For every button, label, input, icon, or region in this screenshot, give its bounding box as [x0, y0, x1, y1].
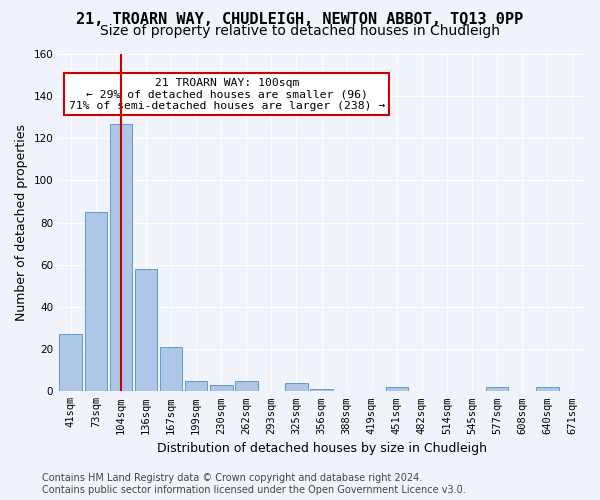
Bar — [235, 381, 257, 392]
Bar — [536, 387, 559, 392]
Bar — [134, 269, 157, 392]
Text: 21 TROARN WAY: 100sqm
← 29% of detached houses are smaller (96)
71% of semi-deta: 21 TROARN WAY: 100sqm ← 29% of detached … — [68, 78, 385, 111]
Bar — [85, 212, 107, 392]
Bar — [59, 334, 82, 392]
Text: 21, TROARN WAY, CHUDLEIGH, NEWTON ABBOT, TQ13 0PP: 21, TROARN WAY, CHUDLEIGH, NEWTON ABBOT,… — [76, 12, 524, 28]
Bar — [185, 381, 208, 392]
Bar — [160, 347, 182, 392]
Bar — [110, 124, 132, 392]
Y-axis label: Number of detached properties: Number of detached properties — [15, 124, 28, 321]
Bar — [285, 383, 308, 392]
X-axis label: Distribution of detached houses by size in Chudleigh: Distribution of detached houses by size … — [157, 442, 487, 455]
Bar — [386, 387, 408, 392]
Text: Size of property relative to detached houses in Chudleigh: Size of property relative to detached ho… — [100, 24, 500, 38]
Bar — [310, 389, 333, 392]
Bar — [210, 385, 233, 392]
Text: Contains HM Land Registry data © Crown copyright and database right 2024.
Contai: Contains HM Land Registry data © Crown c… — [42, 474, 466, 495]
Bar — [486, 387, 508, 392]
